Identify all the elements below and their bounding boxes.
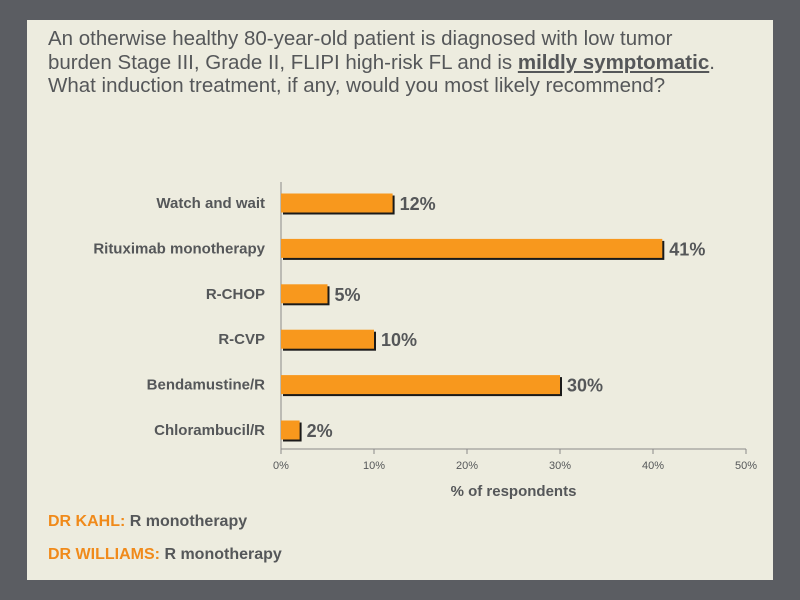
expert-answer-williams: R monotherapy — [164, 546, 282, 563]
x-tick-label: 20% — [456, 460, 478, 472]
value-label: 5% — [335, 285, 361, 305]
category-label: R-CHOP — [206, 286, 265, 303]
bar — [281, 284, 328, 304]
category-label: Rituximab monotherapy — [93, 240, 265, 257]
expert-line-williams: DR WILLIAMS: R monotherapy — [48, 546, 282, 564]
expert-name-kahl: DR KAHL: — [48, 513, 126, 530]
x-tick-label: 50% — [735, 460, 757, 472]
value-label: 30% — [567, 376, 603, 396]
value-label: 41% — [669, 239, 705, 259]
bar — [281, 193, 393, 213]
expert-line-kahl: DR KAHL: R monotherapy — [48, 513, 247, 531]
bar — [281, 329, 374, 349]
expert-answer-kahl: R monotherapy — [129, 513, 248, 530]
bar-chart: 0% 10% 20% 30% 40% 50% % of respondents Watch a… — [93, 182, 757, 500]
category-label: Watch and wait — [156, 195, 265, 212]
question-emphasis: mildly symptomatic — [517, 50, 710, 74]
bar — [281, 420, 300, 440]
x-tick-label: 30% — [549, 460, 571, 472]
x-tick-label: 40% — [642, 460, 664, 472]
x-tick-label: 0% — [273, 460, 289, 472]
value-label: 2% — [307, 421, 333, 441]
category-label: R-CVP — [218, 331, 265, 348]
bar — [281, 238, 663, 258]
x-axis-title: % of respondents — [451, 483, 577, 500]
x-tick-label: 10% — [363, 460, 385, 472]
question-part-2: . What induction treatment, if any, woul… — [48, 50, 715, 98]
question-text: An otherwise healthy 80-year-old patient… — [48, 27, 728, 98]
bar — [281, 375, 560, 395]
question-part-1: An otherwise healthy 80-year-old patient… — [48, 27, 673, 74]
value-label: 10% — [381, 330, 417, 350]
slide: An otherwise healthy 80-year-old patient… — [27, 20, 773, 580]
category-label: Chlorambucil/R — [154, 422, 265, 439]
value-label: 12% — [400, 194, 436, 214]
expert-name-williams: DR WILLIAMS: — [48, 546, 160, 563]
category-label: Bendamustine/R — [147, 377, 266, 394]
